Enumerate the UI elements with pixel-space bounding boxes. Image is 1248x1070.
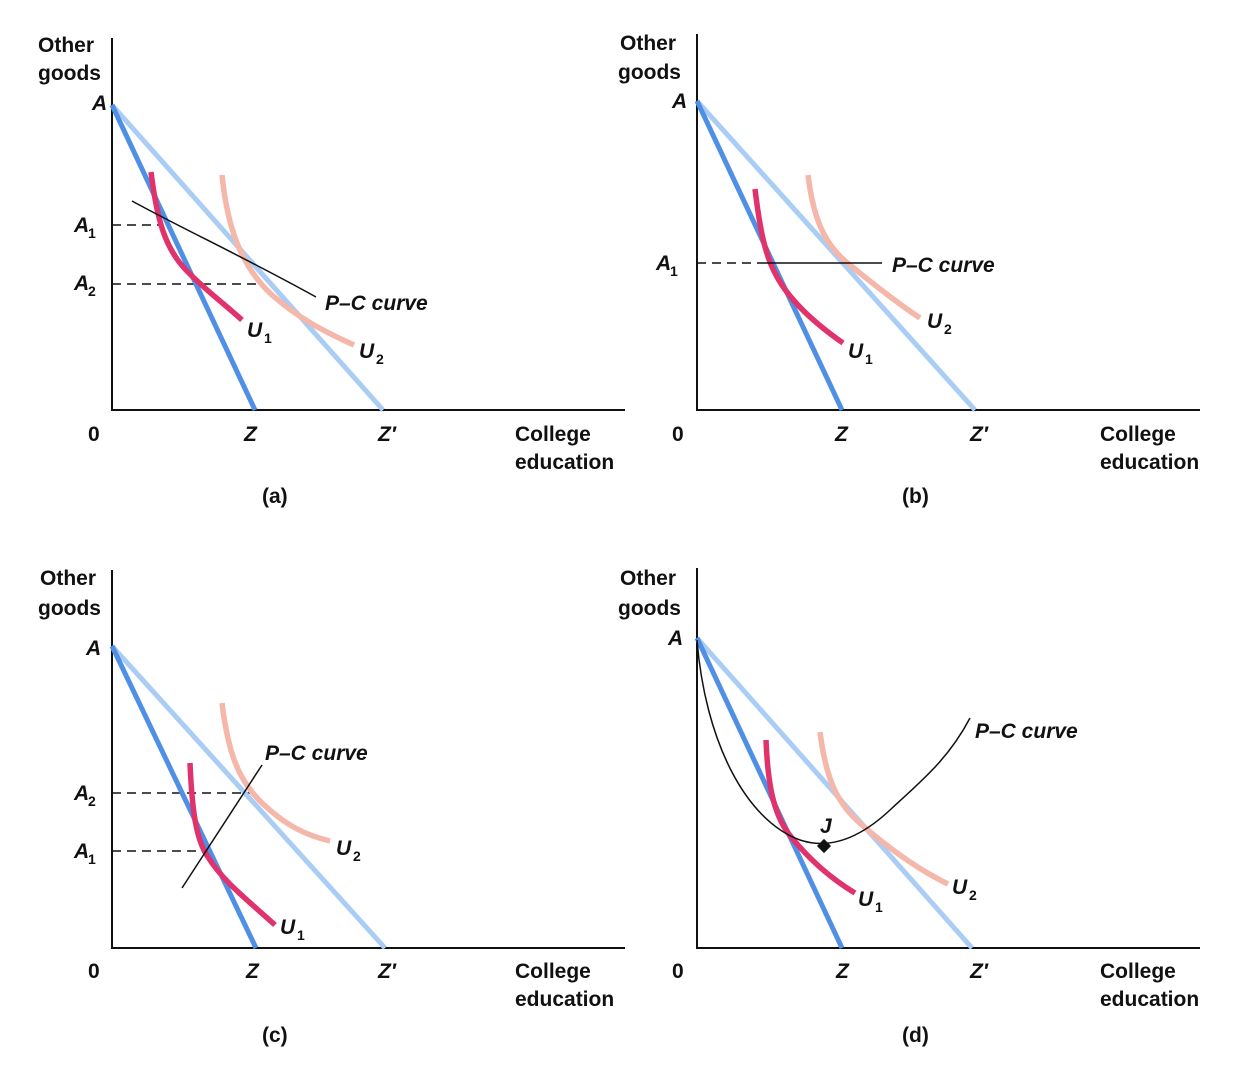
panel-c-budget-Z [109, 644, 259, 950]
panel-d-caption: (d) [902, 1024, 929, 1047]
panel-c-label-U2-sub: 2 [353, 848, 361, 864]
panel-b-y-label-line1: Other [620, 32, 676, 55]
panel-a-axes [111, 38, 625, 411]
panel-a-label-A2-sub: 2 [88, 283, 96, 299]
panel-c-label-A2-sub: 2 [88, 793, 96, 809]
panel-c-label-U1-sub: 1 [297, 927, 305, 943]
panel-b: Other goods A A 1 P–C curve U 2 U 1 0 Z … [618, 32, 1200, 508]
panel-a-origin: 0 [88, 423, 100, 446]
panel-c-label-A2: A [73, 782, 89, 805]
panel-c-curve-u2 [219, 702, 331, 844]
panel-d-x-label-line1: College [1100, 960, 1176, 983]
panel-b-label-Z: Z [834, 423, 849, 446]
panel-a-label-U2: U [359, 340, 375, 363]
panel-c-label-A1-sub: 1 [88, 851, 96, 867]
panel-a-pc-curve [131, 200, 317, 298]
panel-a-curve-u1 [148, 171, 244, 323]
panel-a-label-A1-sub: 1 [88, 225, 96, 241]
panel-a-label-U1-sub: 1 [264, 330, 272, 346]
panel-b-pc-label: P–C curve [892, 254, 995, 277]
panel-b-y-label-line2: goods [618, 61, 681, 84]
panel-b-label-Zprime: Z′ [969, 423, 989, 446]
panel-b-label-A1: A [655, 252, 671, 275]
panel-a-pc-label: P–C curve [325, 292, 428, 315]
panel-c: Other goods A A 2 A 1 P–C curve U 2 U 1 … [38, 567, 625, 1047]
panel-b-label-U2-sub: 2 [944, 321, 952, 337]
panel-a-label-Zprime: Z′ [377, 423, 397, 446]
panel-d-origin: 0 [672, 960, 684, 983]
panel-d-curve-u1 [763, 739, 857, 896]
panel-d-label-U2: U [952, 876, 968, 899]
panel-a-label-A1: A [73, 214, 89, 237]
panel-c-budget-Zprime [110, 644, 387, 950]
panel-c-axes [111, 570, 625, 949]
panel-c-x-label-line2: education [515, 988, 614, 1011]
panel-d: Other goods A J P–C curve U 2 U 1 0 Z Z′… [618, 567, 1200, 1047]
panel-d-pc-label: P–C curve [975, 720, 1078, 743]
panel-b-curve-u2 [805, 174, 922, 321]
panel-b-label-A: A [671, 90, 687, 113]
panel-d-label-U1: U [858, 888, 874, 911]
panel-b-label-U1: U [848, 340, 864, 363]
panel-d-curve-u2 [817, 731, 950, 887]
panel-c-label-U2: U [336, 837, 352, 860]
panel-a-caption: (a) [262, 485, 288, 508]
panel-b-x-label-line1: College [1100, 423, 1176, 446]
panel-c-label-Zprime: Z′ [377, 960, 397, 983]
panel-d-label-U1-sub: 1 [875, 899, 883, 915]
panel-a-budget-Z [109, 103, 258, 412]
panel-c-y-label-line1: Other [40, 567, 96, 590]
panel-a-x-label-line1: College [515, 423, 591, 446]
panel-c-pc-label: P–C curve [265, 742, 368, 765]
panel-b-x-label-line2: education [1100, 451, 1199, 474]
panel-a-label-U2-sub: 2 [376, 351, 384, 367]
panel-c-pc-curve [181, 764, 263, 889]
panel-c-curve-u1 [187, 762, 277, 928]
panel-a: Other goods A A 1 A 2 P–C curve U 1 U 2 … [38, 34, 625, 508]
panel-d-label-U2-sub: 2 [969, 887, 977, 903]
panel-b-label-U2: U [927, 310, 943, 333]
panel-a-curve-u2 [219, 174, 356, 348]
panel-a-label-A: A [91, 92, 107, 115]
panel-a-x-label-line2: education [515, 451, 614, 474]
panel-d-point-J-marker [816, 838, 832, 854]
panel-a-label-Z: Z [243, 423, 258, 446]
panel-d-label-A: A [667, 627, 683, 650]
panel-d-axes [696, 568, 1200, 949]
panel-b-curve-u1 [752, 188, 845, 346]
panel-d-pc-curve [696, 639, 971, 845]
panel-b-origin: 0 [672, 423, 684, 446]
panel-d-label-Zprime: Z′ [969, 960, 989, 983]
panel-c-label-A: A [85, 637, 101, 660]
panel-c-origin: 0 [88, 960, 100, 983]
panel-a-y-label-line2: goods [38, 62, 101, 85]
panel-b-caption: (b) [902, 485, 929, 508]
panel-d-y-label-line1: Other [620, 567, 676, 590]
panel-a-y-label-line1: Other [38, 34, 94, 57]
panel-d-x-label-line2: education [1100, 988, 1199, 1011]
panel-d-label-J: J [820, 815, 833, 838]
panel-d-y-label-line2: goods [618, 597, 681, 620]
panel-a-label-A2: A [73, 272, 89, 295]
panel-c-x-label-line1: College [515, 960, 591, 983]
panel-c-caption: (c) [262, 1024, 288, 1047]
panel-a-budget-Zprime [110, 103, 385, 412]
panel-b-label-U1-sub: 1 [865, 351, 873, 367]
panel-c-label-U1: U [280, 916, 296, 939]
panel-d-label-Z: Z [835, 960, 850, 983]
panel-c-label-Z: Z [245, 960, 260, 983]
panel-a-label-U1: U [247, 319, 263, 342]
panel-c-y-label-line2: goods [38, 597, 101, 620]
panel-b-axes [696, 34, 1200, 411]
panel-b-label-A1-sub: 1 [670, 263, 678, 279]
panel-c-label-A1: A [73, 840, 89, 863]
